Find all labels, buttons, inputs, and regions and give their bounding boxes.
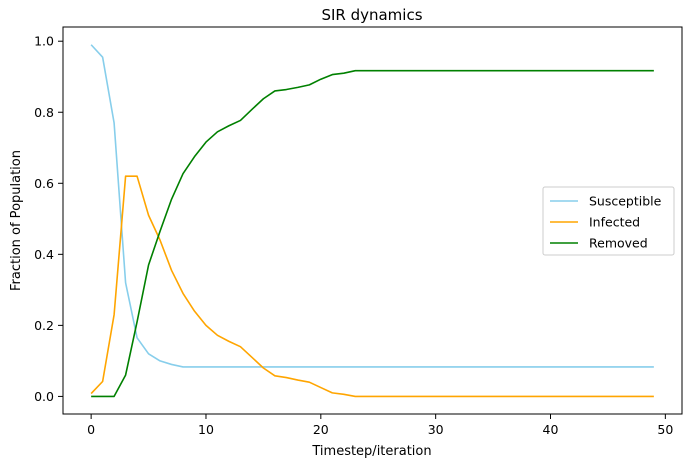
x-tick-label: 30 xyxy=(428,422,444,437)
x-tick-label: 0 xyxy=(87,422,95,437)
legend-label-susceptible: Susceptible xyxy=(589,194,662,209)
y-tick-label: 0.6 xyxy=(34,176,54,191)
y-tick-label: 0.0 xyxy=(34,389,54,404)
series-line-infected xyxy=(90,175,654,398)
plot-frame xyxy=(62,26,683,415)
x-tick-label: 20 xyxy=(313,422,329,437)
y-tick-label: 0.4 xyxy=(34,247,54,262)
x-tick-label: 10 xyxy=(198,422,214,437)
legend-label-infected: Infected xyxy=(589,215,640,230)
legend: Susceptible Infected Removed xyxy=(542,186,675,256)
chart-title: SIR dynamics xyxy=(321,6,422,24)
x-axis-label: Timestep/iteration xyxy=(311,444,431,459)
plot-lines xyxy=(90,44,654,398)
y-tick-label: 1.0 xyxy=(34,34,54,49)
y-axis-label: Fraction of Population xyxy=(9,150,24,291)
x-tick-label: 40 xyxy=(543,422,559,437)
legend-label-removed: Removed xyxy=(589,236,648,251)
y-axis-ticks: 0.0 0.2 0.4 0.6 0.8 1.0 xyxy=(34,34,63,404)
legend-box xyxy=(542,186,675,256)
x-axis-ticks: 0 10 20 30 40 50 xyxy=(87,414,673,437)
y-tick-label: 0.8 xyxy=(34,105,54,120)
series-line-susceptible xyxy=(90,44,654,368)
y-tick-label: 0.2 xyxy=(34,318,54,333)
x-tick-label: 50 xyxy=(657,422,673,437)
series-line-removed xyxy=(91,69,654,398)
